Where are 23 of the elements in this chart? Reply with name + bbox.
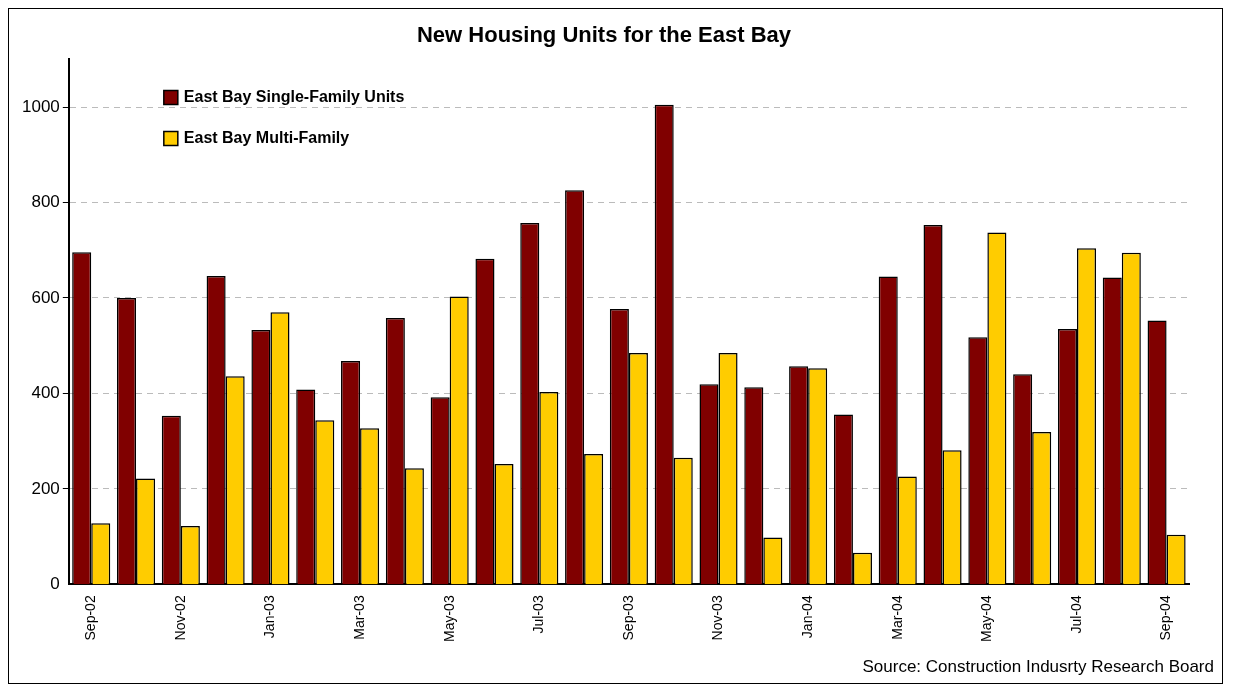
source-note: Source: Construction Indusrty Research Board xyxy=(862,657,1214,677)
x-tick-label: Jul-03 xyxy=(530,595,547,634)
x-tick-label: Jul-04 xyxy=(1067,595,1084,634)
x-tick-label: Nov-03 xyxy=(709,595,726,641)
y-tick-label: 600 xyxy=(31,287,60,307)
x-tick-label: May-04 xyxy=(978,595,995,642)
y-tick-label: 400 xyxy=(31,383,60,403)
x-tick-label: Mar-04 xyxy=(888,595,905,640)
x-tick-label: Jan-03 xyxy=(261,595,278,639)
chart-title: New Housing Units for the East Bay xyxy=(416,22,792,48)
legend-label: East Bay Multi-Family xyxy=(183,128,350,146)
x-tick-label: Sep-03 xyxy=(619,595,636,641)
x-tick-label: Mar-03 xyxy=(350,595,367,640)
x-tick-label: Sep-04 xyxy=(1157,595,1174,641)
legend-label: East Bay Single-Family Units xyxy=(183,87,405,105)
x-tick-label: Sep-02 xyxy=(82,595,99,641)
x-tick-label: May-03 xyxy=(440,595,457,642)
y-tick-label: 200 xyxy=(31,478,60,498)
x-tick-label: Jan-04 xyxy=(799,595,815,639)
x-tick-label: Nov-02 xyxy=(171,595,188,641)
y-tick-label: 1000 xyxy=(21,96,60,116)
y-tick-label: 800 xyxy=(31,192,60,212)
y-tick-label: 0 xyxy=(50,574,60,593)
